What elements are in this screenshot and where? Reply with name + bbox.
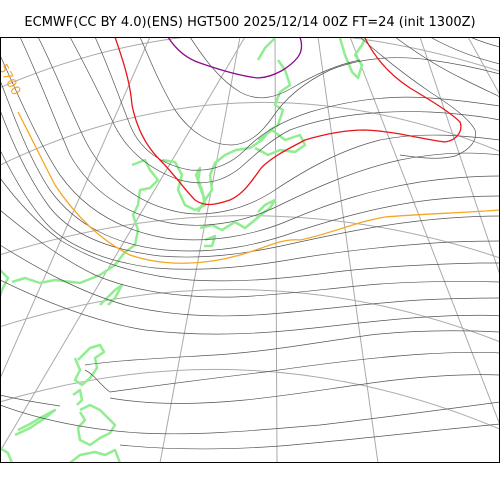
contour-line	[0, 149, 500, 270]
coastline	[196, 37, 292, 213]
weather-map: 5700	[0, 37, 500, 463]
longitude-line	[0, 37, 151, 380]
coastline	[14, 403, 117, 447]
longitude-line	[317, 37, 379, 463]
map-title: ECMWF(CC BY 4.0)(ENS) HGT500 2025/12/14 …	[24, 15, 476, 30]
longitude-line	[467, 37, 500, 96]
contour-line	[469, 37, 500, 48]
map-background	[0, 37, 500, 463]
coastline	[11, 158, 160, 285]
coastline	[0, 446, 122, 463]
contour-5100-line	[167, 37, 303, 79]
latitude-line	[0, 289, 500, 343]
coastline	[199, 198, 277, 248]
longitude-line	[274, 37, 278, 463]
contour-line	[84, 351, 500, 393]
contour-line	[394, 37, 500, 98]
longitude-line	[419, 37, 500, 276]
contour-line	[359, 37, 476, 159]
contour-line	[37, 37, 500, 215]
coastline	[99, 283, 124, 306]
latitude-line	[0, 102, 500, 166]
contour-line	[0, 279, 500, 335]
contour-line	[0, 79, 500, 252]
contour-line	[19, 37, 500, 226]
latitude-line	[0, 37, 500, 89]
contour-line	[69, 37, 500, 184]
contour-line	[0, 109, 500, 258]
contour-line	[0, 209, 500, 298]
longitude-line	[349, 37, 500, 426]
contour-line	[109, 374, 500, 404]
contour-line	[429, 37, 500, 65]
coastline	[72, 343, 106, 406]
coastline	[254, 128, 307, 157]
contour-line	[0, 401, 500, 435]
contour-line	[84, 330, 500, 366]
contour-5700-line	[17, 111, 500, 264]
contour-line	[139, 37, 500, 146]
contour-line	[119, 423, 500, 450]
contour-line	[0, 54, 500, 241]
contour-line	[94, 37, 500, 171]
contour-line	[0, 177, 500, 282]
coastline	[338, 37, 367, 80]
contour-line	[0, 394, 61, 407]
longitude-line	[159, 37, 241, 463]
contour-5400-line	[114, 37, 462, 206]
contour-line	[0, 244, 500, 317]
